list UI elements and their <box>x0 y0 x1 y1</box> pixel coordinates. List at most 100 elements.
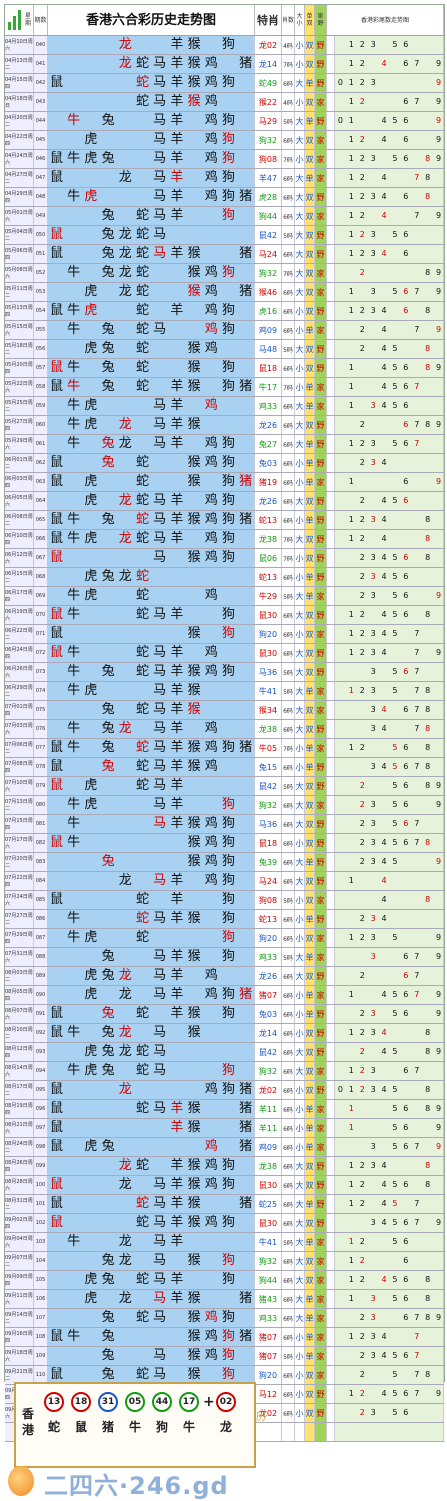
zodiac-mark: 羊 <box>170 873 184 888</box>
zodiac-mark: 牛 <box>67 265 81 280</box>
issue-number: 050 <box>34 226 48 244</box>
domestic-wild: 野 <box>315 777 327 795</box>
tail-digit: 9 <box>435 1123 442 1132</box>
zodiac-mark: 猪 <box>239 246 253 261</box>
tail-digit: 1 <box>348 173 354 182</box>
zodiac-mark: 羊 <box>170 1006 184 1021</box>
tail-digit: 1 <box>348 154 354 163</box>
table-row: 06月05日周六 064 虎龙蛇马羊鸡狗龙26 6码大双野 2 4 5 6 <box>5 492 444 511</box>
table-row: 08月19日周四 096 鼠蛇马羊猴猪羊11 6码小单家 1 5 6 8 9 <box>5 1100 444 1119</box>
tail-digit: 5 <box>392 686 398 695</box>
spacer <box>327 378 335 396</box>
zodiac-cells: 鼠牛蛇马羊狗 <box>48 606 255 624</box>
issue-number: 102 <box>34 1214 48 1232</box>
zodiac-mark: 兔 <box>101 1139 115 1154</box>
odd-even: 双 <box>305 1214 315 1232</box>
tail-digit: 9 <box>435 116 442 125</box>
big-small: 大 <box>295 1233 305 1251</box>
tail-chart-title: 香港彩尾数走势图 <box>327 5 444 35</box>
zodiac-cells: 兔蛇马羊猴 <box>48 701 255 719</box>
zodiac-mark: 鸡 <box>204 1177 218 1192</box>
big-small: 大 <box>295 872 305 890</box>
tail-digit: 8 <box>425 686 431 695</box>
zodiac-mark: 狗 <box>221 949 235 964</box>
zodiac-mark: 龙 <box>118 1025 132 1040</box>
odd-even: 单 <box>305 1005 315 1023</box>
zodiac-mark: 马 <box>153 436 167 451</box>
zodiac-mark: 龙 <box>118 1291 132 1306</box>
zodiac-mark: 马 <box>153 968 167 983</box>
tail-digit: 5 <box>392 287 398 296</box>
zodiac-mark: 鼠 <box>49 75 63 90</box>
domestic-wild: 家 <box>315 169 327 187</box>
tail-digit: 1 <box>348 97 354 106</box>
table-row: 09月16日周四 108 鼠牛兔猴鸡狗猪猪07 6码小单家 1 2 3 4 7 <box>5 1328 444 1347</box>
zodiac-mark: 蛇 <box>135 1215 149 1230</box>
tail-digit: 4 <box>381 211 387 220</box>
zodiac-count: 6码 <box>282 1062 295 1080</box>
zodiac-count: 6码 <box>282 701 295 719</box>
zodiac-mark: 马 <box>153 1196 167 1211</box>
tail-digit: 6 <box>403 743 409 752</box>
zodiac-count: 5码 <box>282 891 295 909</box>
domestic-wild: 家 <box>315 682 327 700</box>
zodiac-count: 6码 <box>282 454 295 472</box>
tail-digit: 1 <box>348 1389 354 1398</box>
draw-date: 08月19日周四 <box>5 1100 34 1118</box>
history-link[interactable]: 历 <box>256 1412 266 1423</box>
spacer <box>327 131 335 149</box>
issue-number: 097 <box>34 1119 48 1137</box>
zodiac-mark: 蛇 <box>135 664 149 679</box>
spacer <box>327 1024 335 1042</box>
tail-digit: 6 <box>403 230 409 239</box>
table-row: 08月14日周六 094 牛虎兔蛇马狗狗32 6码大双家 1 2 3 6 7 <box>5 1062 444 1081</box>
table-row: 09月11日周六 106 虎龙马羊猴猪猪43 6码大单家 1 3 5 6 8 <box>5 1290 444 1309</box>
odd-even: 双 <box>305 606 315 624</box>
big-small: 小 <box>295 929 305 947</box>
zodiac-mark: 牛 <box>67 1025 81 1040</box>
draw-date: 05月13日周四 <box>5 302 34 320</box>
tail-digit: 2 <box>359 173 365 182</box>
draw-date: 07月17日周六 <box>5 834 34 852</box>
odd-even: 单 <box>305 1328 315 1346</box>
zodiac-mark: 马 <box>153 683 167 698</box>
domestic-wild: 野 <box>315 1214 327 1232</box>
zodiac-mark: 猴 <box>187 1367 201 1382</box>
tail-digit: 3 <box>370 800 376 809</box>
tail-digit: 5 <box>392 838 398 847</box>
domestic-wild: 家 <box>315 948 327 966</box>
dx-col-header: 大小 <box>295 5 305 35</box>
big-small: 大 <box>295 169 305 187</box>
tail-digit: 7 <box>414 838 420 847</box>
zodiac-mark: 蛇 <box>135 1310 149 1325</box>
zodiac-mark: 蛇 <box>135 1196 149 1211</box>
zodiac-cells: 牛兔蛇马羊猴鸡狗 <box>48 663 255 681</box>
zodiac-mark: 鸡 <box>204 1158 218 1173</box>
tail-digit: 1 <box>348 876 354 885</box>
tail-digit: 6 <box>403 1294 409 1303</box>
table-row: 07月27日周二 086 牛蛇马羊猴狗蛇13 6码小单野 2 3 4 <box>5 910 444 929</box>
zodiac-mark: 猴 <box>187 1120 201 1135</box>
zodiac-cells: 兔猴鸡狗 <box>48 853 255 871</box>
spacer <box>327 796 335 814</box>
draw-date: 07月22日周四 <box>5 872 34 890</box>
zodiac-mark: 牛 <box>67 664 81 679</box>
domestic-wild: 家 <box>315 1100 327 1118</box>
domestic-wild: 家 <box>315 207 327 225</box>
zodiac-mark: 蛇 <box>135 75 149 90</box>
tail-digit: 6 <box>403 116 409 125</box>
domestic-wild: 野 <box>315 815 327 833</box>
tail-digit: 5 <box>392 230 398 239</box>
zodiac-mark: 马 <box>153 512 167 527</box>
issue-number: 091 <box>34 1005 48 1023</box>
zodiac-mark: 兔 <box>101 740 115 755</box>
zodiac-mark: 猴 <box>187 474 201 489</box>
tail-digit: 1 <box>348 1237 354 1246</box>
zodiac-count: 6码 <box>282 169 295 187</box>
draw-date: 08月26日周四 <box>5 1157 34 1175</box>
